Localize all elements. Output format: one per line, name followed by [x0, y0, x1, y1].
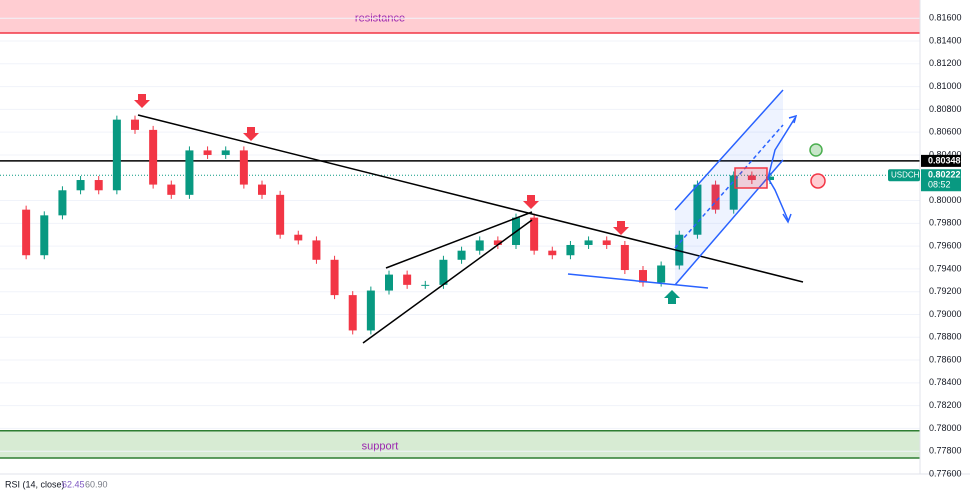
y-tick-label: 0.78600	[929, 354, 962, 364]
candle	[131, 119, 139, 130]
candle	[40, 215, 49, 256]
candle	[312, 240, 321, 260]
candle	[602, 240, 611, 245]
channel-mid	[674, 124, 784, 249]
support-zone	[0, 430, 920, 459]
target-circle	[809, 143, 823, 157]
candle	[294, 234, 303, 241]
down-arrow	[613, 221, 629, 235]
y-tick-label: 0.80000	[929, 195, 962, 205]
stop-circle	[810, 173, 826, 189]
candle	[149, 129, 158, 185]
y-tick-label: 0.80400	[929, 149, 962, 159]
support-line	[567, 273, 709, 289]
y-tick-label: 0.79600	[929, 240, 962, 250]
price-label: 0.80222	[928, 170, 961, 180]
countdown-label: 08:52	[928, 180, 951, 190]
y-tick-label: 0.80600	[929, 127, 962, 137]
candle	[766, 176, 774, 181]
candle	[439, 259, 448, 285]
trend-line	[137, 114, 804, 283]
candle	[584, 240, 593, 245]
rsi-label: RSI (14, close)	[5, 479, 65, 489]
symbol-label: USDCHF	[891, 170, 924, 179]
candle	[675, 234, 684, 266]
y-tick-label: 0.78000	[929, 423, 962, 433]
y-tick-label: 0.78800	[929, 332, 962, 342]
candle	[475, 240, 484, 251]
y-tick-label: 0.77800	[929, 446, 962, 456]
candle	[657, 265, 666, 283]
candle	[639, 270, 647, 283]
candle	[185, 150, 194, 195]
candle	[493, 240, 502, 245]
support-label: support	[362, 440, 399, 452]
y-tick-label: 0.81000	[929, 81, 962, 91]
candle	[276, 194, 285, 235]
candle	[348, 295, 357, 331]
symbol-tag	[888, 169, 920, 182]
candle	[76, 180, 85, 191]
candle	[22, 209, 31, 256]
channel	[675, 90, 783, 285]
up-arrow	[664, 290, 680, 304]
candle	[239, 150, 248, 185]
level-label: 0.80348	[928, 155, 961, 165]
channel-line	[674, 89, 784, 211]
candle	[258, 184, 266, 195]
candle	[366, 290, 375, 331]
range-box	[734, 167, 768, 189]
arrow-head	[782, 213, 792, 224]
down-arrow	[134, 94, 150, 108]
candle	[421, 284, 430, 286]
y-tick-label: 0.79200	[929, 286, 962, 296]
y-tick-label: 0.78200	[929, 400, 962, 410]
candle	[711, 184, 720, 210]
candle	[729, 175, 738, 210]
candle	[693, 184, 702, 235]
y-tick-label: 0.79000	[929, 309, 962, 319]
candle	[457, 250, 466, 260]
candle	[58, 190, 67, 216]
candle	[221, 150, 230, 155]
candle	[112, 119, 121, 191]
candle	[548, 250, 557, 256]
rsi-value: 60.90	[85, 479, 108, 489]
resistance-zone	[0, 0, 920, 34]
down-arrow	[523, 195, 539, 209]
rsi-value: 62.45	[62, 479, 85, 489]
price-tag	[921, 169, 961, 192]
y-tick-label: 0.79400	[929, 263, 962, 273]
candle	[385, 274, 393, 291]
y-tick-label: 0.81400	[929, 35, 962, 45]
wedge-line	[385, 211, 533, 269]
candle	[203, 150, 212, 155]
arrow-up	[767, 117, 796, 179]
down-arrow	[243, 127, 259, 141]
candle	[566, 244, 575, 256]
wedge-line	[362, 219, 533, 344]
candle	[94, 180, 103, 191]
candle	[530, 217, 539, 251]
level-tag	[921, 154, 961, 167]
channel-line	[674, 159, 784, 286]
candle	[747, 175, 756, 181]
arrow-down	[767, 177, 789, 221]
candle	[167, 184, 176, 195]
y-tick-label: 0.77600	[929, 468, 962, 478]
y-tick-label: 0.78400	[929, 377, 962, 387]
candle	[620, 244, 629, 271]
candle	[403, 274, 412, 285]
y-tick-label: 0.81600	[929, 13, 962, 23]
y-tick-label: 0.80800	[929, 104, 962, 114]
y-tick-label: 0.79800	[929, 218, 962, 228]
arrow-head	[788, 114, 798, 124]
drawings	[134, 89, 826, 344]
candle	[330, 259, 339, 296]
y-tick-label: 0.81200	[929, 58, 962, 68]
